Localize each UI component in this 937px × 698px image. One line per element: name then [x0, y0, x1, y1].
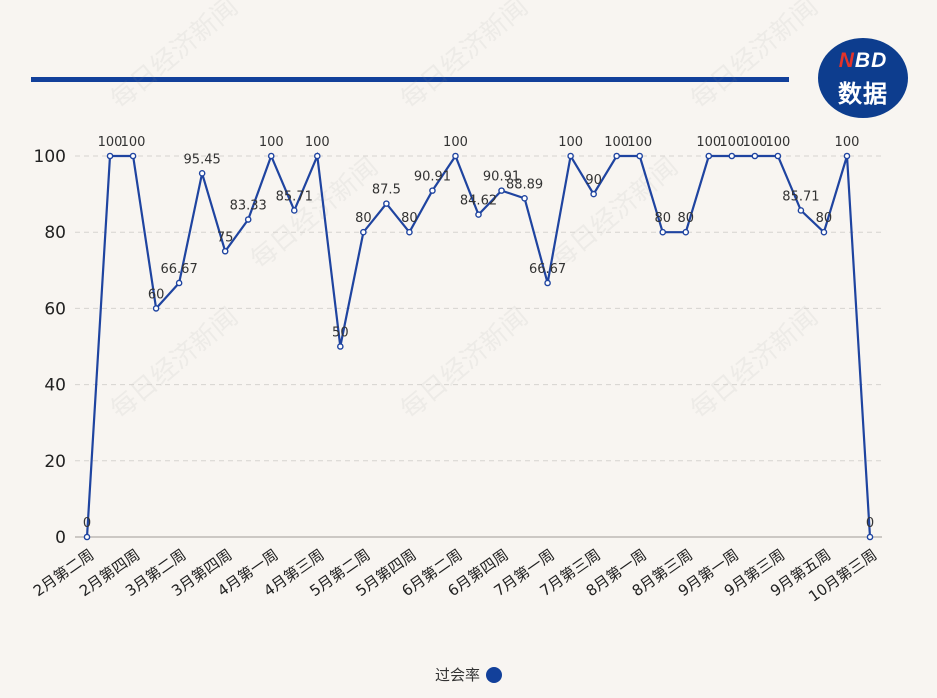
y-tick-label: 80	[44, 223, 66, 243]
legend-label: 过会率	[434, 666, 480, 684]
data-point	[636, 152, 644, 160]
data-point	[290, 207, 298, 214]
header-rule	[31, 77, 789, 82]
data-label: 100	[696, 135, 721, 150]
data-point	[244, 216, 252, 223]
data-label: 100	[121, 135, 146, 150]
data-label: 100	[558, 135, 583, 150]
data-label: 100	[443, 135, 468, 150]
data-point	[820, 228, 828, 236]
data-label: 100	[627, 135, 652, 150]
data-point	[267, 152, 275, 160]
watermark-text: 每日经济新闻	[685, 302, 824, 425]
y-tick-label: 100	[34, 147, 66, 167]
data-point	[452, 152, 459, 160]
data-point	[866, 533, 874, 541]
data-point	[544, 279, 551, 287]
data-label: 85.71	[782, 189, 819, 204]
legend-marker	[486, 667, 502, 683]
data-label: 100	[98, 135, 123, 150]
logo-line-2: 数据	[838, 81, 888, 108]
data-point	[175, 279, 183, 287]
data-point	[774, 152, 782, 160]
data-point	[751, 152, 759, 160]
data-label: 83.33	[230, 199, 267, 214]
data-point	[106, 152, 114, 160]
data-label: 100	[604, 135, 629, 150]
data-point	[429, 187, 436, 194]
data-label: 80	[401, 211, 418, 226]
data-point	[590, 190, 597, 198]
data-points	[83, 152, 874, 541]
data-point	[705, 152, 713, 160]
legend: 过会率	[0, 664, 937, 685]
data-point	[337, 343, 344, 350]
data-label: 84.62	[460, 194, 497, 209]
data-point	[313, 152, 321, 160]
logo-line-1: NBD	[838, 49, 888, 72]
data-label: 100	[765, 135, 790, 150]
data-point	[498, 187, 505, 194]
data-label: 90	[585, 173, 602, 188]
data-label: 87.5	[372, 183, 401, 198]
data-point	[129, 152, 137, 160]
data-label: 100	[742, 135, 767, 150]
data-label: 100	[719, 135, 744, 150]
data-label: 100	[305, 135, 330, 150]
data-point	[198, 170, 206, 177]
data-label: 88.89	[506, 177, 543, 192]
data-point	[383, 200, 390, 207]
data-label: 85.71	[276, 189, 313, 204]
data-point	[659, 228, 667, 236]
data-point	[521, 195, 528, 202]
data-point	[613, 152, 620, 160]
data-label: 66.67	[529, 262, 566, 277]
data-label: 100	[259, 135, 284, 150]
data-point	[360, 228, 367, 236]
data-label: 66.67	[161, 262, 198, 277]
data-point	[797, 207, 805, 214]
data-labels: 01001006066.6795.457583.3310085.71100508…	[83, 135, 874, 531]
data-label: 0	[83, 516, 91, 531]
watermark-text: 每日经济新闻	[395, 0, 534, 115]
data-label: 60	[148, 287, 165, 302]
data-point	[152, 305, 160, 312]
data-point	[475, 211, 482, 218]
y-tick-label: 0	[55, 528, 66, 548]
data-label: 50	[332, 326, 349, 341]
y-axis: 0 20 40 60 80 100	[34, 147, 66, 548]
data-point	[567, 152, 574, 160]
y-tick-label: 60	[44, 299, 66, 319]
data-label: 0	[866, 516, 874, 531]
y-tick-label: 40	[44, 376, 66, 396]
data-label: 80	[816, 211, 833, 226]
data-point	[83, 533, 91, 541]
data-label: 75	[217, 230, 234, 245]
data-label: 100	[835, 135, 860, 150]
x-axis: 2月第二周2月第四周3月第二周3月第四周4月第一周4月第三周5月第二周5月第四周…	[30, 546, 880, 606]
y-tick-label: 20	[44, 452, 66, 472]
data-label: 95.45	[184, 152, 221, 167]
data-point	[682, 228, 690, 236]
watermark-text: 每日经济新闻	[685, 0, 824, 115]
data-label: 80	[677, 211, 694, 226]
data-point	[843, 152, 851, 160]
watermark-text: 每日经济新闻	[395, 302, 534, 425]
data-point	[221, 247, 229, 255]
data-label: 80	[654, 211, 671, 226]
watermark-text: 每日经济新闻	[105, 0, 244, 115]
data-point	[728, 152, 736, 160]
data-point	[406, 228, 413, 236]
data-label: 80	[355, 211, 372, 226]
nbd-logo: NBD 数据	[818, 38, 908, 118]
watermark-text: 每日经济新闻	[105, 302, 244, 425]
data-label: 90.91	[414, 170, 451, 185]
data-label: 90.91	[483, 170, 520, 185]
